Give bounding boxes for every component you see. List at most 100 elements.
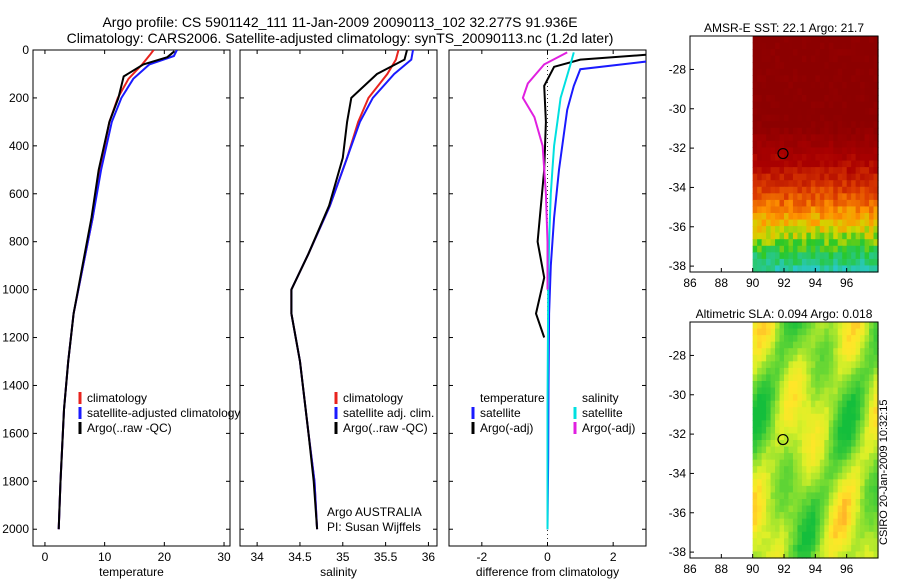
heatmap-cell (855, 232, 861, 240)
heatmap-cell (779, 433, 785, 441)
heatmap-cell (788, 62, 794, 70)
heatmap-cell (779, 81, 785, 90)
heatmap-cell (788, 193, 794, 201)
heatmap-cell (855, 101, 861, 109)
heatmap-cell (864, 36, 870, 44)
heatmap-cell (788, 499, 794, 507)
heatmap-cell (775, 108, 781, 116)
heatmap-cell (828, 121, 834, 129)
heatmap-cell (824, 226, 830, 234)
heatmap-cell (779, 531, 785, 539)
x-axis-label: difference from climatology (476, 565, 619, 579)
heatmap-cell (761, 160, 767, 168)
heatmap-cell (873, 426, 879, 435)
heatmap-cell (842, 114, 848, 122)
heatmap-cell (766, 147, 772, 155)
heatmap-cell (761, 335, 767, 343)
heatmap-cell (833, 367, 839, 376)
heatmap-cell (801, 95, 807, 103)
heatmap-cell (846, 459, 852, 467)
heatmap-cell (864, 81, 870, 90)
heatmap-cell (784, 108, 790, 116)
heatmap-cell (855, 193, 861, 201)
heatmap-cell (766, 335, 772, 343)
heatmap-cell (775, 505, 781, 513)
heatmap-cell (828, 407, 834, 415)
heatmap-cell (779, 381, 785, 389)
heatmap-cell (792, 413, 799, 421)
heatmap-cell (842, 95, 848, 103)
heatmap-cell (846, 492, 852, 500)
heatmap-cell (797, 531, 803, 539)
heatmap-cell (837, 265, 843, 273)
heatmap-cell (761, 394, 767, 402)
heatmap-cell (792, 213, 799, 221)
heatmap-cell (833, 88, 839, 96)
heatmap-cell (757, 485, 763, 494)
heatmap-cell (775, 167, 781, 175)
heatmap-cell (824, 335, 830, 343)
heatmap-cell (815, 341, 821, 349)
heatmap-cell (775, 341, 781, 349)
heatmap-cell (846, 68, 852, 76)
heatmap-cell (828, 232, 834, 240)
heatmap-cell (810, 426, 816, 435)
heatmap-cell (797, 239, 803, 247)
heatmap-cell (824, 101, 830, 109)
heatmap-cell (873, 387, 879, 395)
heatmap-cell (819, 265, 825, 273)
heatmap-cell (775, 354, 781, 362)
heatmap-cell (860, 472, 866, 480)
heatmap-cell (833, 62, 839, 70)
heatmap-cell (761, 544, 767, 553)
heatmap-cell (797, 381, 803, 389)
heatmap-cell (860, 453, 866, 461)
heatmap-cell (770, 62, 776, 70)
heatmap-cell (806, 472, 812, 480)
heatmap-cell (806, 453, 812, 461)
heatmap-cell (815, 245, 821, 253)
heatmap-cell (761, 108, 767, 116)
heatmap-cell (806, 219, 812, 227)
heatmap-cell (860, 232, 866, 240)
heatmap-cell (757, 459, 763, 467)
heatmap-cell (815, 81, 821, 90)
heatmap-cell (842, 453, 848, 461)
x-tick-label: 92 (777, 562, 791, 576)
heatmap-cell (788, 108, 794, 116)
heatmap-cell (779, 245, 785, 253)
heatmap-cell (801, 68, 807, 76)
heatmap-cell (806, 88, 812, 96)
heatmap-cell (869, 226, 875, 234)
heatmap-cell (846, 154, 852, 162)
heatmap-cell (833, 485, 839, 494)
heatmap-cell (833, 446, 839, 454)
heatmap-cell (775, 213, 781, 221)
heatmap-cell (801, 505, 807, 513)
heatmap-cell (846, 322, 852, 330)
heatmap-cell (851, 219, 857, 227)
heatmap-cell (775, 49, 781, 57)
heatmap-cell (869, 433, 875, 441)
heatmap-cell (860, 387, 866, 395)
heatmap-cell (842, 335, 848, 343)
heatmap-cell (855, 420, 861, 428)
heatmap-cell (779, 88, 785, 96)
heatmap-cell (869, 62, 875, 70)
heatmap-cell (873, 154, 879, 162)
heatmap-cell (824, 55, 830, 63)
heatmap-cell (757, 180, 763, 188)
heatmap-cell (757, 538, 763, 546)
heatmap-cell (869, 42, 875, 50)
heatmap-cell (752, 499, 758, 507)
heatmap-cell (851, 88, 857, 96)
heatmap-cell (873, 68, 879, 76)
heatmap-cell (766, 180, 772, 188)
heatmap-cell (792, 160, 799, 168)
heatmap-cell (779, 322, 785, 330)
heatmap-cell (855, 140, 861, 149)
y-tick-label: -38 (669, 545, 687, 559)
heatmap-cell (775, 121, 781, 129)
heatmap-cell (873, 199, 879, 208)
heatmap-cell (828, 258, 834, 267)
